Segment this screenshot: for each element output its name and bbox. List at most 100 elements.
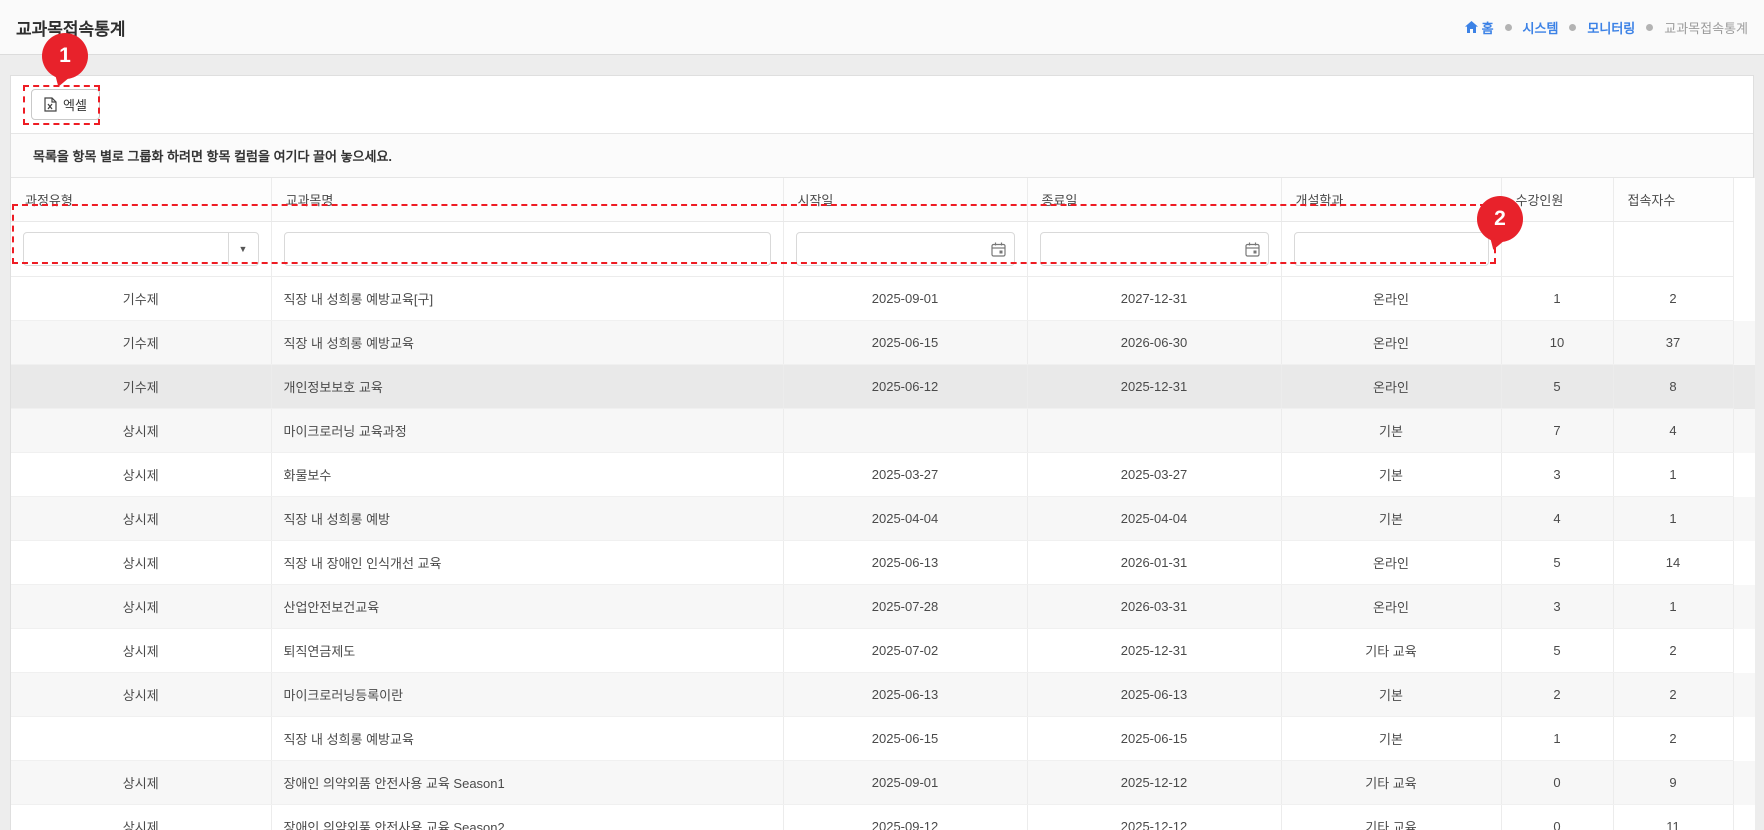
- filter-cell-type: ▼: [11, 221, 271, 277]
- cell-start: 2025-06-15: [782, 716, 1027, 761]
- cell-dept: 기타 교육: [1280, 628, 1501, 673]
- table-row[interactable]: 상시제 장애인 의약외품 안전사용 교육 Season2 2025-09-12 202…: [11, 804, 1755, 830]
- cell-visits: 2: [1612, 628, 1733, 673]
- cell-dept: 기본: [1280, 452, 1501, 497]
- cell-end: 2026-06-30: [1026, 320, 1281, 365]
- cell-visits: 11: [1612, 804, 1733, 830]
- cell-enrolled: 5: [1500, 364, 1613, 409]
- cell-dept: 기타 교육: [1280, 804, 1501, 830]
- column-header-dept[interactable]: 개설학과: [1280, 178, 1501, 222]
- breadcrumb-item-1[interactable]: 홈: [1464, 18, 1494, 37]
- cell-type: 상시제: [11, 628, 271, 673]
- row-scrollbar-gutter: [1732, 672, 1755, 717]
- table-row[interactable]: 기수제 직장 내 성희롱 예방교육[구] 2025-09-01 2027-12-31 온…: [11, 276, 1755, 321]
- cell-dept: 온라인: [1280, 584, 1501, 629]
- cell-start: 2025-09-01: [782, 760, 1027, 805]
- cell-name: 직장 내 장애인 인식개선 교육: [270, 540, 783, 585]
- group-drop-zone[interactable]: 목록을 항목 별로 그룹화 하려면 항목 컬럼을 여기다 끌어 놓으세요.: [11, 134, 1753, 178]
- cell-visits: 1: [1612, 452, 1733, 497]
- filter-input-name[interactable]: [283, 232, 771, 266]
- cell-enrolled: 7: [1500, 408, 1613, 453]
- cell-visits: 2: [1612, 276, 1733, 321]
- column-header-name[interactable]: 교과목명: [270, 178, 783, 222]
- row-scrollbar-gutter: [1732, 716, 1755, 761]
- cell-type: 상시제: [11, 452, 271, 497]
- cell-enrolled: 5: [1500, 628, 1613, 673]
- filter-date-input-start[interactable]: [795, 232, 1015, 266]
- calendar-icon-button-end[interactable]: [1238, 233, 1268, 265]
- table-row[interactable]: 상시제 화물보수 2025-03-27 2025-03-27 기본 3 1: [11, 452, 1755, 497]
- statistics-table: 과정유형 교과목명 시작일 종료일 개설학과 수강인원 접속자수 ▼ 기수제 직장 내 성희롱 …: [11, 178, 1755, 830]
- row-scrollbar-gutter: [1732, 628, 1755, 673]
- column-header-label: 개설학과: [1295, 193, 1344, 208]
- table-row[interactable]: 상시제 장애인 의약외품 안전사용 교육 Season1 2025-09-01 202…: [11, 760, 1755, 805]
- cell-start: 2025-09-01: [782, 276, 1027, 321]
- breadcrumb-label: 모니터링: [1587, 20, 1636, 36]
- cell-start: [782, 408, 1027, 453]
- cell-visits: 14: [1612, 540, 1733, 585]
- filter-input-dept[interactable]: [1293, 232, 1489, 266]
- column-header-visits[interactable]: 접속자수: [1612, 178, 1733, 222]
- cell-start: 2025-03-27: [782, 452, 1027, 497]
- cell-type: [11, 716, 271, 761]
- cell-end: 2027-12-31: [1026, 276, 1281, 321]
- cell-visits: 1: [1612, 496, 1733, 541]
- column-header-start[interactable]: 시작일: [782, 178, 1027, 222]
- row-scrollbar-gutter: [1732, 496, 1755, 541]
- cell-name: 산업안전보건교육: [270, 584, 783, 629]
- column-header-label: 종료일: [1041, 193, 1078, 208]
- table-row[interactable]: 기수제 개인정보보호 교육 2025-06-12 2025-12-31 온라인 5 8: [11, 364, 1755, 409]
- cell-visits: 2: [1612, 716, 1733, 761]
- filter-row: ▼: [11, 221, 1755, 277]
- table-row[interactable]: 상시제 직장 내 장애인 인식개선 교육 2025-06-13 2026-01-31 온…: [11, 540, 1755, 585]
- cell-end: 2026-01-31: [1026, 540, 1281, 585]
- cell-visits: 9: [1612, 760, 1733, 805]
- filter-cell-start: [782, 221, 1027, 277]
- cell-type: 상시제: [11, 496, 271, 541]
- table-row[interactable]: 상시제 직장 내 성희롱 예방 2025-04-04 2025-04-04 기본 4 1: [11, 496, 1755, 541]
- table-row[interactable]: 상시제 퇴직연금제도 2025-07-02 2025-12-31 기타 교육 5 2: [11, 628, 1755, 673]
- cell-end: 2025-12-31: [1026, 628, 1281, 673]
- filter-cell-name: [270, 221, 783, 277]
- grid-toolbar: 엑셀: [11, 76, 1753, 134]
- home-icon: [1464, 21, 1478, 33]
- column-header-enrolled[interactable]: 수강인원: [1500, 178, 1613, 222]
- table-row[interactable]: 상시제 산업안전보건교육 2025-07-28 2026-03-31 온라인 3 1: [11, 584, 1755, 629]
- cell-type: 기수제: [11, 364, 271, 409]
- column-header-type[interactable]: 과정유형: [11, 178, 271, 222]
- grid-panel: 엑셀 목록을 항목 별로 그룹화 하려면 항목 컬럼을 여기다 끌어 놓으세요.…: [10, 75, 1755, 830]
- cell-visits: 4: [1612, 408, 1733, 453]
- column-header-end[interactable]: 종료일: [1026, 178, 1281, 222]
- cell-type: 상시제: [11, 672, 271, 717]
- table-row[interactable]: 상시제 마이크로러닝등록이란 2025-06-13 2025-06-13 기본 2 2: [11, 672, 1755, 717]
- cell-start: 2025-06-13: [782, 540, 1027, 585]
- cell-name: 직장 내 성희롱 예방교육[구]: [270, 276, 783, 321]
- calendar-icon: [991, 242, 1006, 257]
- cell-dept: 온라인: [1280, 276, 1501, 321]
- filter-date-input-end[interactable]: [1039, 232, 1269, 266]
- table-row[interactable]: 상시제 마이크로러닝 교육과정 기본 7 4: [11, 408, 1755, 453]
- cell-name: 개인정보보호 교육: [270, 364, 783, 409]
- filter-dropdown-type[interactable]: ▼: [23, 232, 259, 266]
- breadcrumb-label: 교과목접속통계: [1664, 20, 1748, 36]
- cell-end: 2025-04-04: [1026, 496, 1281, 541]
- cell-dept: 기본: [1280, 672, 1501, 717]
- cell-visits: 2: [1612, 672, 1733, 717]
- cell-enrolled: 3: [1500, 584, 1613, 629]
- table-row[interactable]: 기수제 직장 내 성희롱 예방교육 2025-06-15 2026-06-30 온라인 1…: [11, 320, 1755, 365]
- cell-start: 2025-09-12: [782, 804, 1027, 830]
- table-row[interactable]: 직장 내 성희롱 예방교육 2025-06-15 2025-06-15 기본 1 2: [11, 716, 1755, 761]
- cell-name: 직장 내 성희롱 예방교육: [270, 320, 783, 365]
- excel-export-button[interactable]: 엑셀: [31, 89, 100, 120]
- cell-enrolled: 5: [1500, 540, 1613, 585]
- breadcrumb-item-2[interactable]: 시스템: [1523, 18, 1559, 37]
- header-row: 과정유형 교과목명 시작일 종료일 개설학과 수강인원 접속자수: [11, 178, 1755, 222]
- cell-name: 장애인 의약외품 안전사용 교육 Season2: [270, 804, 783, 830]
- breadcrumb-item-3[interactable]: 모니터링: [1587, 18, 1635, 37]
- title-bar: 교과목접속통계 홈 시스템 모니터링 교과목접속통계: [0, 0, 1764, 55]
- cell-type: 상시제: [11, 408, 271, 453]
- cell-end: 2025-12-12: [1026, 760, 1281, 805]
- cell-start: 2025-07-02: [782, 628, 1027, 673]
- calendar-icon-button-start[interactable]: [984, 233, 1014, 265]
- cell-name: 화물보수: [270, 452, 783, 497]
